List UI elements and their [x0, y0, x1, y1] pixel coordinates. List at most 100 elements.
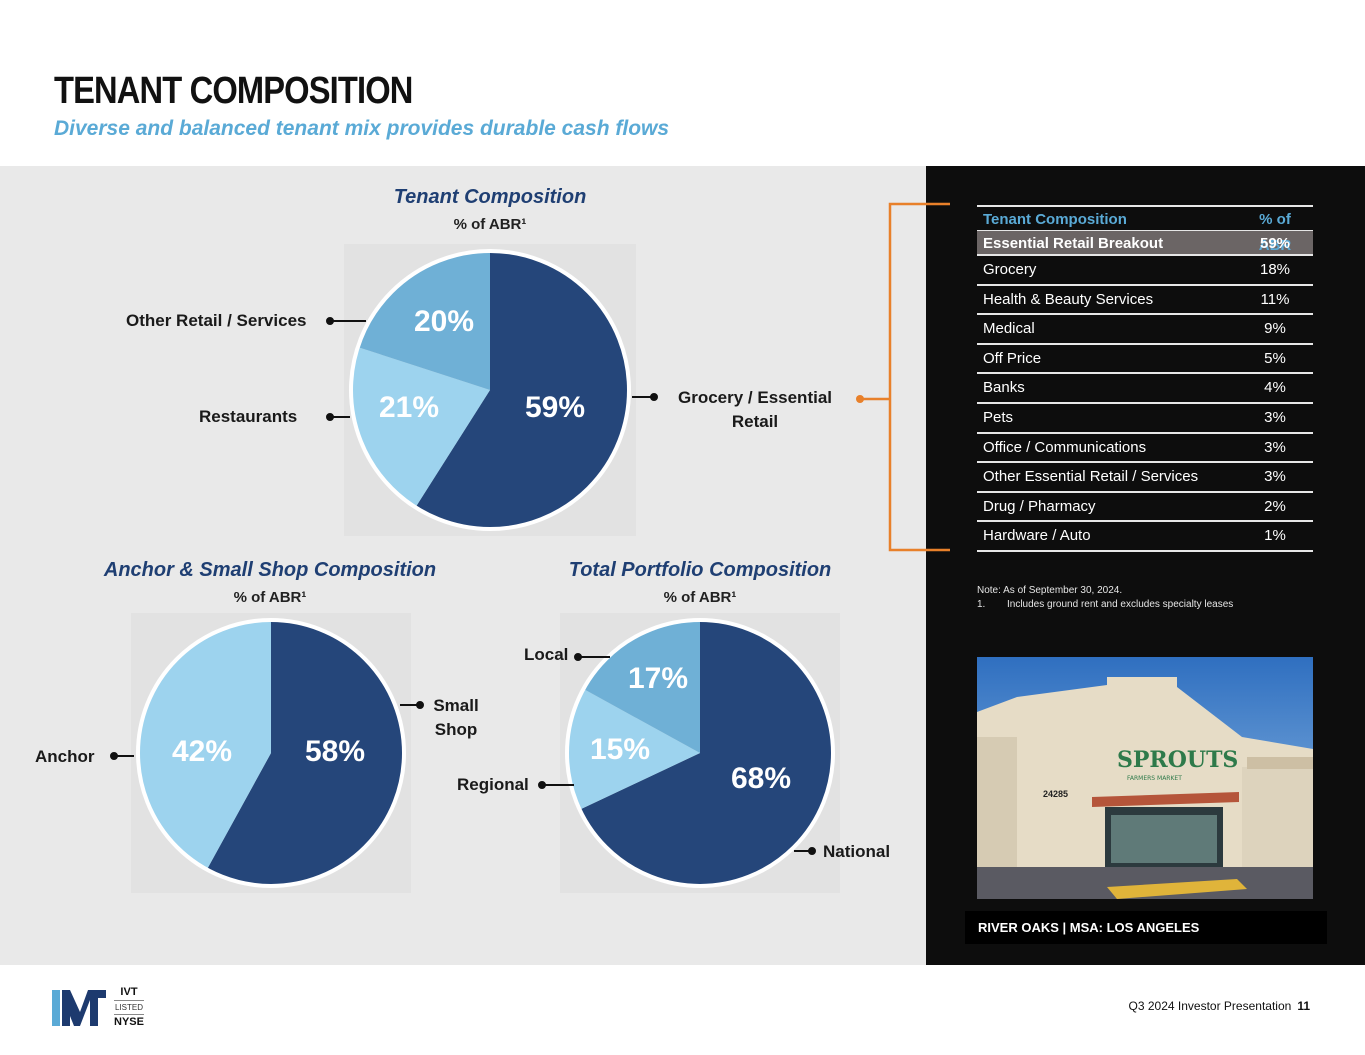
store-sign: SPROUTS: [1117, 747, 1238, 773]
pie-value-label: 15%: [590, 733, 650, 766]
table-row: Banks 4%: [977, 374, 1313, 404]
row-value: 3%: [1264, 468, 1286, 486]
table-row: Office / Communications 3%: [977, 434, 1313, 464]
note-number: 1.: [977, 599, 986, 610]
ivt-logo-icon: [52, 990, 106, 1026]
logo-listed: LISTED: [114, 1000, 144, 1015]
pie-charts: 59% 21% 20% 58% 42% 68% 15% 17%: [110, 244, 840, 893]
property-photo: SPROUTS FARMERS MARKET 24285: [977, 657, 1313, 899]
row-value: 9%: [1264, 320, 1286, 338]
row-value: 4%: [1264, 379, 1286, 397]
tenant-composition-pie: 59% 21% 20%: [344, 244, 636, 536]
row-name: Other Essential Retail / Services: [983, 468, 1199, 486]
logo-exchange: NYSE: [114, 1016, 144, 1028]
pie-value-label: 42%: [172, 735, 232, 768]
table-row: Hardware / Auto 1%: [977, 522, 1313, 552]
label-anchor: Anchor: [35, 747, 95, 766]
row-name: Drug / Pharmacy: [983, 497, 1096, 515]
pie-slice-anchor: [138, 621, 271, 869]
chart3-subtitle: % of ABR¹: [663, 589, 737, 606]
chart2-subtitle: % of ABR¹: [233, 589, 307, 606]
note-line2: 1. Includes ground rent and excludes spec…: [977, 598, 1233, 612]
table-row: Medical 9%: [977, 315, 1313, 345]
row-value: 11%: [1260, 290, 1290, 308]
row-value: 18%: [1259, 261, 1291, 278]
table-header-name: Tenant Composition: [983, 211, 1127, 228]
pie-slice-small-shop: [207, 621, 403, 885]
pie-rim: [565, 618, 835, 888]
table-row: Health & Beauty Services 11%: [977, 286, 1313, 316]
label-local: Local: [524, 645, 569, 664]
pie-slice-restaurants: [352, 347, 490, 507]
note-text: Includes ground rent and excludes specia…: [1007, 599, 1234, 610]
label-restaurants: Restaurants: [199, 407, 298, 426]
label-small-shop-line1: Small: [433, 696, 479, 715]
label-grocery-essential: Grocery / Essential Retail: [668, 386, 842, 434]
chart1-title: Tenant Composition: [393, 186, 587, 208]
row-name: Banks: [983, 379, 1025, 397]
row-value: 1%: [1264, 527, 1286, 545]
logo-ticker: IVT: [120, 986, 138, 998]
photo-caption: RIVER OAKS | MSA: LOS ANGELES: [965, 911, 1327, 944]
row-value: 3%: [1264, 438, 1286, 456]
row-name: Off Price: [983, 349, 1042, 367]
footer: Q3 2024 Investor Presentation 11: [1129, 999, 1310, 1013]
storefront-illustration: SPROUTS FARMERS MARKET 24285: [977, 657, 1313, 899]
label-leaders: [110, 317, 816, 855]
pie-value-label: 21%: [379, 391, 439, 424]
label-national: National: [823, 842, 891, 861]
label-small-shop-line2: Shop: [434, 720, 478, 739]
note-line1: Note: As of September 30, 2024.: [977, 585, 1123, 596]
row-name: Grocery: [983, 261, 1037, 278]
row-name: Medical: [983, 320, 1035, 338]
inventrust-logo: [52, 986, 108, 1033]
table-header-value: % of ABR: [1258, 211, 1292, 254]
row-value: 2%: [1264, 497, 1286, 515]
row-name: Hardware / Auto: [983, 527, 1091, 545]
listed-badge: IVT LISTED NYSE: [114, 986, 144, 1029]
row-value: 5%: [1264, 349, 1286, 367]
pie-slice-national: [580, 621, 832, 885]
page-title: TENANT COMPOSITION: [54, 70, 413, 112]
table-row: Grocery 18%: [977, 256, 1313, 286]
label-regional: Regional: [457, 775, 529, 794]
pie-value-label: 20%: [414, 305, 474, 338]
row-value: 3%: [1264, 408, 1286, 426]
footnotes: Note: As of September 30, 2024. 1. Includ…: [977, 584, 1233, 612]
row-name: Office / Communications: [983, 438, 1147, 456]
label-small-shop: Small Shop: [426, 694, 486, 742]
page-number: 11: [1297, 999, 1310, 1013]
store-sign-sub: FARMERS MARKET: [1127, 775, 1182, 782]
table-subheader: Essential Retail Breakout 59%: [977, 231, 1313, 256]
label-other-retail: Other Retail / Services: [126, 311, 307, 330]
pie-slice-grocery-essential-retail: [416, 252, 628, 529]
table-row: Other Essential Retail / Services 3%: [977, 463, 1313, 493]
table-row: Off Price 5%: [977, 345, 1313, 375]
chart2-title: Anchor & Small Shop Composition: [103, 559, 437, 581]
chart1-subtitle: % of ABR¹: [453, 216, 527, 233]
pie-rim: [349, 249, 631, 531]
total-portfolio-pie: 68% 15% 17%: [560, 613, 840, 893]
pie-slice-other-retail-services: [358, 252, 490, 390]
pie-rim: [136, 618, 406, 888]
pie-slice-regional: [568, 689, 700, 810]
essential-retail-table: Tenant Composition % of ABR Essential Re…: [977, 205, 1313, 552]
pie-value-label: 58%: [305, 735, 365, 768]
pie-value-label: 68%: [731, 762, 791, 795]
pie-value-label: 17%: [628, 662, 688, 695]
table-subheader-name: Essential Retail Breakout: [983, 235, 1164, 252]
store-address: 24285: [1043, 789, 1068, 799]
label-grocery-line1: Grocery / Essential: [677, 388, 833, 407]
table-header: Tenant Composition % of ABR: [977, 205, 1313, 254]
label-grocery-line2: Retail: [731, 412, 779, 431]
row-name: Health & Beauty Services: [983, 290, 1154, 308]
chart3-title: Total Portfolio Composition: [568, 559, 832, 581]
page-subtitle: Diverse and balanced tenant mix provides…: [54, 117, 670, 140]
pie-value-label: 59%: [525, 391, 585, 424]
anchor-small-shop-pie: 58% 42%: [131, 613, 411, 893]
table-subheader-value: 59%: [1259, 235, 1291, 252]
table-row: Drug / Pharmacy 2%: [977, 493, 1313, 523]
footer-presentation: Q3 2024 Investor Presentation: [1128, 999, 1292, 1013]
bracket-connector: [856, 202, 950, 552]
row-name: Pets: [983, 408, 1014, 426]
